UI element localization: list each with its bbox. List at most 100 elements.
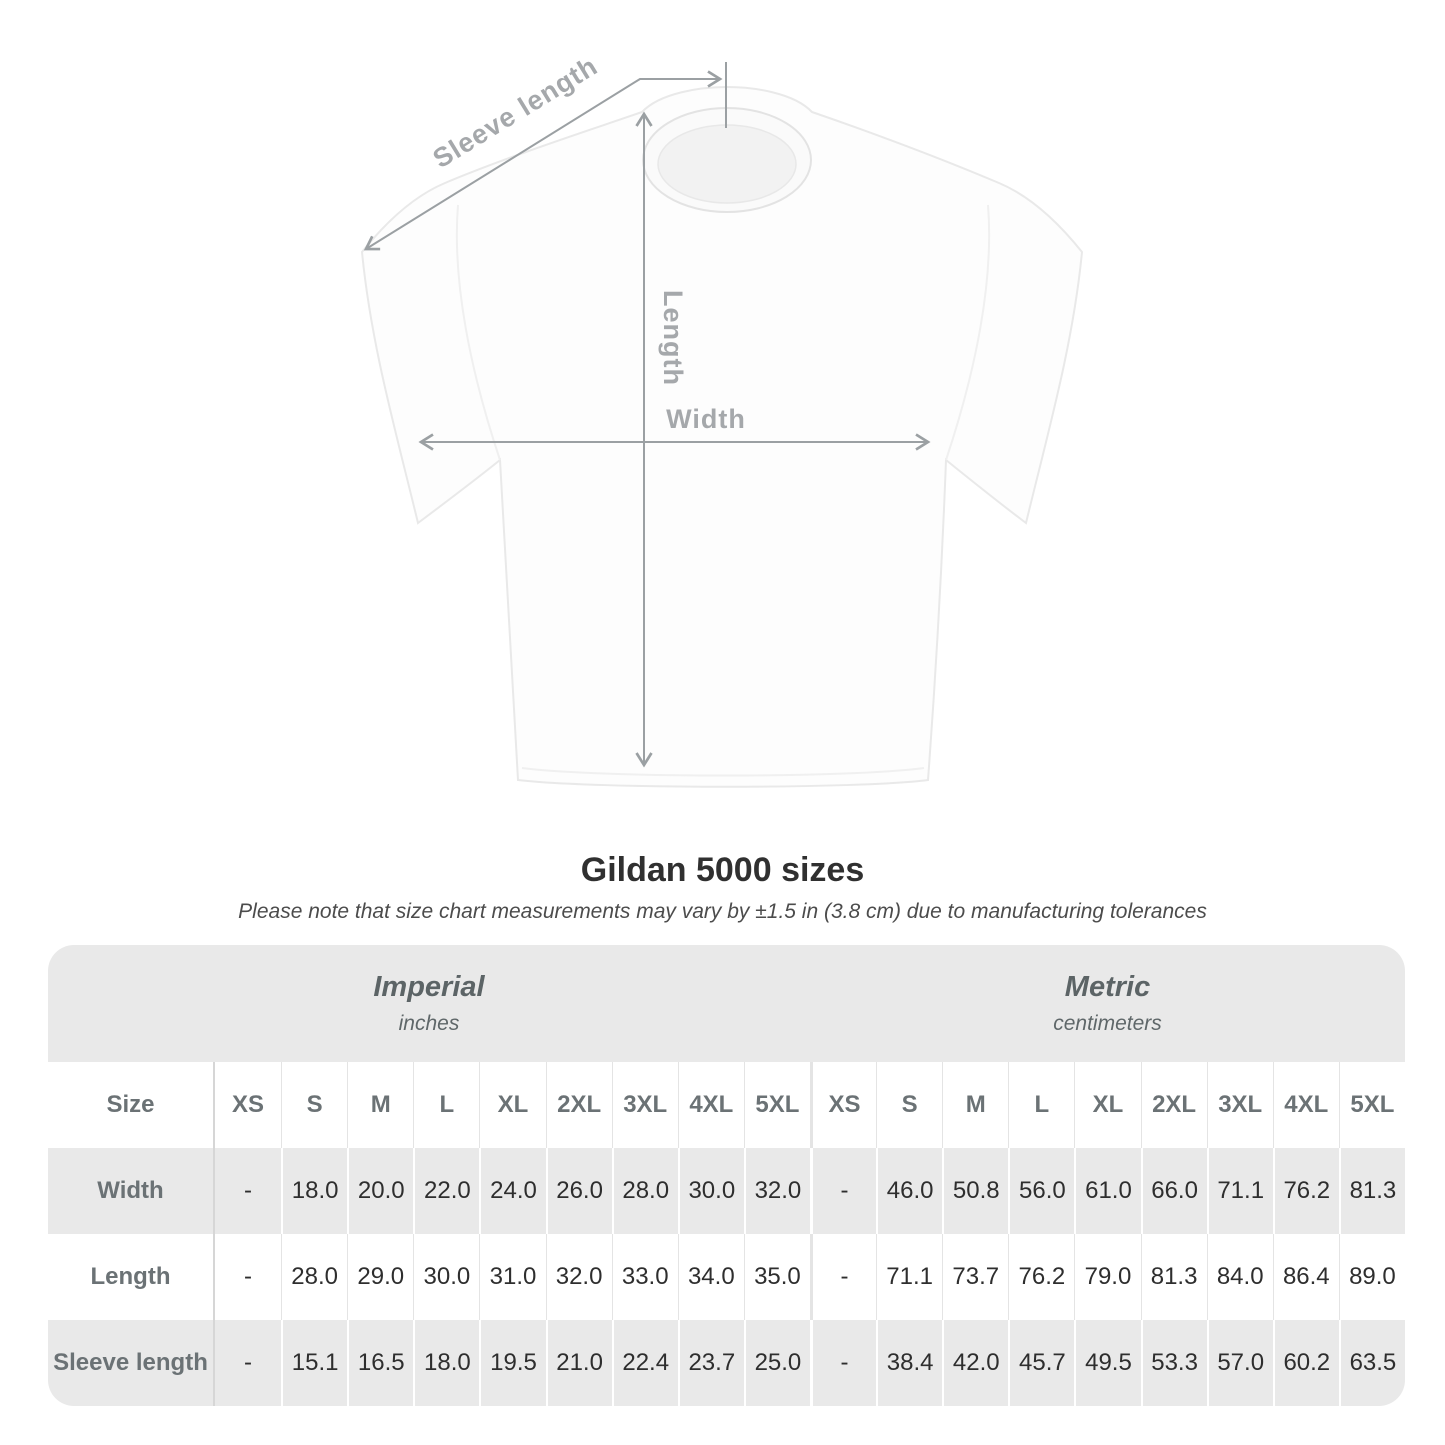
value-cell: 22.0 (413, 1148, 480, 1234)
size-col-imperial-2xl: 2XL (545, 1062, 612, 1148)
value-cell: 73.7 (942, 1234, 1008, 1320)
value-cell: 81.3 (1140, 1234, 1207, 1320)
value-cell: 66.0 (1140, 1148, 1207, 1234)
row-label: Length (48, 1234, 215, 1320)
imperial-title: Imperial (373, 971, 485, 1004)
tshirt-measurement-diagram: Sleeve length Length Width (360, 51, 1084, 788)
tolerance-note: Please note that size chart measurements… (238, 900, 1207, 923)
size-col-imperial-xl: XL (479, 1062, 545, 1148)
value-cell: 89.0 (1338, 1234, 1405, 1320)
value-cell: - (215, 1320, 282, 1406)
size-table: Imperial inches Metric centimeters Size … (48, 945, 1405, 1406)
collar-opening (657, 124, 797, 204)
value-cell: - (809, 1148, 877, 1234)
measurement-row: Sleeve length -15.1 16.5 18.0 19.5 21.0 22.4 23… (48, 1320, 1405, 1406)
value-cell: 18.0 (413, 1320, 480, 1406)
dimension-lines (363, 62, 931, 768)
page-title: Gildan 5000 sizes (580, 851, 865, 889)
value-cell: 34.0 (677, 1234, 744, 1320)
hem-seam (521, 767, 925, 777)
metric-band: Metric centimeters (809, 945, 1405, 1062)
value-cell: 53.3 (1140, 1320, 1207, 1406)
value-cell: 42.0 (942, 1320, 1009, 1406)
size-col-metric-5xl: 5XL (1338, 1062, 1405, 1148)
value-cell: 30.0 (413, 1234, 479, 1320)
size-table-container: Imperial inches Metric centimeters Size … (48, 945, 1405, 1406)
value-cell: - (809, 1320, 877, 1406)
right-sleeve-seam (945, 204, 991, 461)
value-cell: 60.2 (1272, 1320, 1339, 1406)
row-label: Sleeve length (48, 1320, 215, 1406)
metric-title: Metric (1064, 971, 1151, 1004)
value-cell: 76.2 (1272, 1148, 1339, 1234)
value-cell: 18.0 (281, 1148, 348, 1234)
tshirt-shape (360, 85, 1084, 788)
value-cell: 32.0 (743, 1148, 810, 1234)
value-cell: 33.0 (611, 1234, 678, 1320)
value-cell: 57.0 (1206, 1320, 1273, 1406)
size-header-row: Size XS S M L XL 2XL 3XL 4XL 5XL XS S M L XL 2XL 3XL 4XL… (48, 1062, 1405, 1148)
value-cell: 63.5 (1338, 1320, 1405, 1406)
value-cell: 84.0 (1206, 1234, 1273, 1320)
value-cell: 24.0 (479, 1148, 546, 1234)
value-cell: 30.0 (677, 1148, 744, 1234)
value-cell: 35.0 (743, 1234, 810, 1320)
size-col-metric-l: L (1008, 1062, 1074, 1148)
value-cell: 29.0 (347, 1234, 413, 1320)
value-cell: 61.0 (1074, 1148, 1141, 1234)
size-col-metric-3xl: 3XL (1206, 1062, 1273, 1148)
value-cell: 45.7 (1008, 1320, 1075, 1406)
value-cell: 81.3 (1338, 1148, 1405, 1234)
tshirt-illustration: Sleeve length Length Width (360, 51, 1084, 788)
size-header-label: Size (48, 1062, 215, 1148)
value-cell: 56.0 (1008, 1148, 1075, 1234)
size-col-metric-4xl: 4XL (1272, 1062, 1339, 1148)
value-cell: - (244, 1263, 253, 1290)
value-cell: 49.5 (1074, 1320, 1141, 1406)
value-cell: 28.0 (611, 1148, 678, 1234)
length-label: Length (658, 290, 688, 386)
value-cell: 71.1 (1206, 1148, 1273, 1234)
value-cell: 21.0 (545, 1320, 612, 1406)
measurement-rows: Width -18.0 20.0 22.0 24.0 26.0 28.0 30.0 32.0-4… (48, 1148, 1405, 1406)
imperial-unit: inches (398, 1011, 460, 1035)
value-cell: - (215, 1148, 282, 1234)
imperial-band: Imperial inches (48, 945, 810, 1062)
value-cell: 28.0 (281, 1234, 347, 1320)
value-cell: 50.8 (942, 1148, 1009, 1234)
value-cell: - (809, 1234, 876, 1320)
size-col-imperial-m: M (347, 1062, 413, 1148)
width-label: Width (666, 404, 746, 434)
value-cell: 25.0 (743, 1320, 810, 1406)
row-label: Width (48, 1148, 215, 1234)
value-cell: 16.5 (347, 1320, 414, 1406)
measurement-row: Length -28.0 29.0 30.0 31.0 32.0 33.0 34.0 35.0-… (48, 1234, 1405, 1320)
value-cell: 31.0 (479, 1234, 545, 1320)
size-col-metric-2xl: 2XL (1140, 1062, 1207, 1148)
value-cell: 79.0 (1074, 1234, 1140, 1320)
value-cell: 26.0 (545, 1148, 612, 1234)
value-cell: 23.7 (677, 1320, 744, 1406)
value-cell: 38.4 (876, 1320, 943, 1406)
sleeve-length-arrow (363, 70, 723, 251)
size-col-metric-s: S (876, 1062, 942, 1148)
value-cell: 76.2 (1008, 1234, 1074, 1320)
value-cell: 71.1 (876, 1234, 942, 1320)
value-cell: 22.4 (611, 1320, 678, 1406)
size-col-imperial-3xl: 3XL (611, 1062, 678, 1148)
size-col-imperial-4xl: 4XL (677, 1062, 744, 1148)
value-cell: 46.0 (876, 1148, 943, 1234)
size-col-metric-xl: XL (1074, 1062, 1140, 1148)
value-cell: 32.0 (545, 1234, 612, 1320)
size-col-imperial-5xl: 5XL (743, 1062, 810, 1148)
value-cell: 20.0 (347, 1148, 414, 1234)
metric-unit: centimeters (1053, 1011, 1162, 1035)
size-col-metric-m: M (942, 1062, 1008, 1148)
value-cell: 19.5 (479, 1320, 546, 1406)
measurement-row: Width -18.0 20.0 22.0 24.0 26.0 28.0 30.0 32.0-4… (48, 1148, 1405, 1234)
value-cell: 15.1 (281, 1320, 348, 1406)
value-cell: 86.4 (1272, 1234, 1339, 1320)
size-col-imperial-xs: XS (232, 1091, 265, 1118)
unit-band-row: Imperial inches Metric centimeters (48, 945, 1405, 1062)
